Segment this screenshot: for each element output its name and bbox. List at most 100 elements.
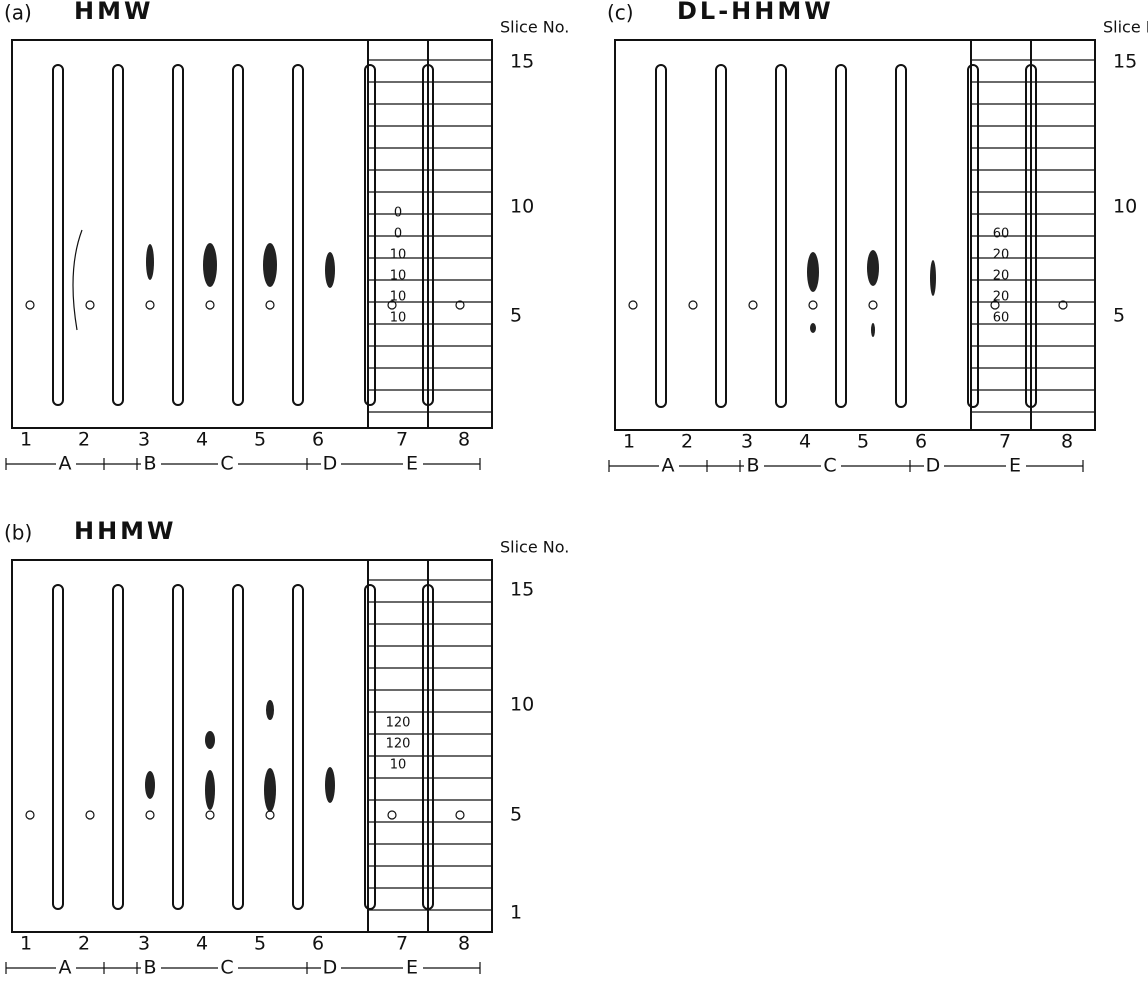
lane-number: 5 (254, 429, 266, 451)
origin (387, 300, 397, 310)
lane-number: 6 (312, 933, 324, 955)
lane-number: 8 (1061, 431, 1073, 453)
lane-number: 2 (681, 431, 693, 453)
cell-value: 20 (993, 248, 1010, 263)
lane-number: 1 (20, 429, 32, 451)
origin (205, 810, 215, 820)
origin (265, 300, 275, 310)
spot (263, 243, 277, 287)
section-gap (141, 960, 161, 976)
lane-number: 4 (196, 933, 208, 955)
origin (868, 300, 878, 310)
slice-tick-label: 15 (510, 51, 534, 73)
lane-number: 6 (915, 431, 927, 453)
spot (807, 252, 819, 292)
spot (266, 700, 274, 720)
section-label: A (59, 453, 72, 475)
slice-tick-label: 10 (1113, 196, 1137, 218)
spot (930, 260, 936, 296)
lane-number: 5 (857, 431, 869, 453)
spot (145, 771, 155, 799)
slice-tick-label: 15 (510, 579, 534, 601)
cell-value: 10 (390, 311, 407, 326)
section-label: B (143, 453, 156, 475)
lane (715, 64, 727, 408)
slice-label: Slice No. (500, 538, 569, 557)
lane-number: 7 (396, 933, 408, 955)
section-label: E (406, 957, 418, 979)
origin (145, 300, 155, 310)
origin (25, 810, 35, 820)
section-gap (403, 960, 423, 976)
spot (146, 244, 154, 280)
slice-tick-label: 5 (510, 804, 522, 826)
lane (292, 64, 304, 406)
section-label: E (406, 453, 418, 475)
section-gap (218, 960, 238, 976)
spot (325, 252, 335, 288)
section-label: C (220, 453, 233, 475)
slice-tick-label: 1 (510, 902, 522, 924)
lane (895, 64, 907, 408)
section-label: B (143, 957, 156, 979)
section-label: C (823, 455, 836, 477)
lane-number: 3 (138, 933, 150, 955)
slice-tick-label: 5 (1113, 305, 1125, 327)
lane (364, 64, 376, 406)
section-gap (321, 456, 341, 472)
cell-value: 0 (394, 227, 402, 242)
lane-number: 3 (138, 429, 150, 451)
lane (292, 584, 304, 910)
section-label: A (59, 957, 72, 979)
lane-number: 1 (20, 933, 32, 955)
section-label: A (662, 455, 675, 477)
section-gap (821, 458, 841, 474)
lane (775, 64, 787, 408)
spot (325, 767, 335, 803)
lane-number: 7 (999, 431, 1011, 453)
origin (205, 300, 215, 310)
cell-value: 120 (386, 716, 411, 731)
spot (205, 770, 215, 810)
lane (422, 584, 434, 910)
section-label: E (1009, 455, 1021, 477)
cell-value: 60 (993, 311, 1010, 326)
panel-title: HMW (74, 0, 153, 25)
section-gap (403, 456, 423, 472)
lane-number: 7 (396, 429, 408, 451)
lane-number: 3 (741, 431, 753, 453)
origin (455, 810, 465, 820)
lane (835, 64, 847, 408)
origin (808, 300, 818, 310)
lane (232, 64, 244, 406)
lane-number: 4 (799, 431, 811, 453)
section-gap (924, 458, 944, 474)
section-gap (744, 458, 764, 474)
origin (25, 300, 35, 310)
spot (871, 323, 875, 337)
origin (748, 300, 758, 310)
lane (364, 584, 376, 910)
origin (85, 810, 95, 820)
section-gap (218, 456, 238, 472)
panel-label: (a) (4, 1, 32, 25)
section-label: D (926, 455, 941, 477)
cell-value: 20 (993, 290, 1010, 305)
origin (1058, 300, 1068, 310)
section-label: B (746, 455, 759, 477)
section-gap (56, 456, 76, 472)
lane-number: 8 (458, 429, 470, 451)
cell-value: 120 (386, 737, 411, 752)
origin (628, 300, 638, 310)
panel-label: (b) (4, 521, 32, 545)
section-label: D (323, 453, 338, 475)
spot (810, 323, 816, 333)
origin (455, 300, 465, 310)
section-label: D (323, 957, 338, 979)
lane (232, 584, 244, 910)
lane (52, 584, 64, 910)
section-gap (1006, 458, 1026, 474)
slice-tick-label: 10 (510, 196, 534, 218)
lane (112, 584, 124, 910)
